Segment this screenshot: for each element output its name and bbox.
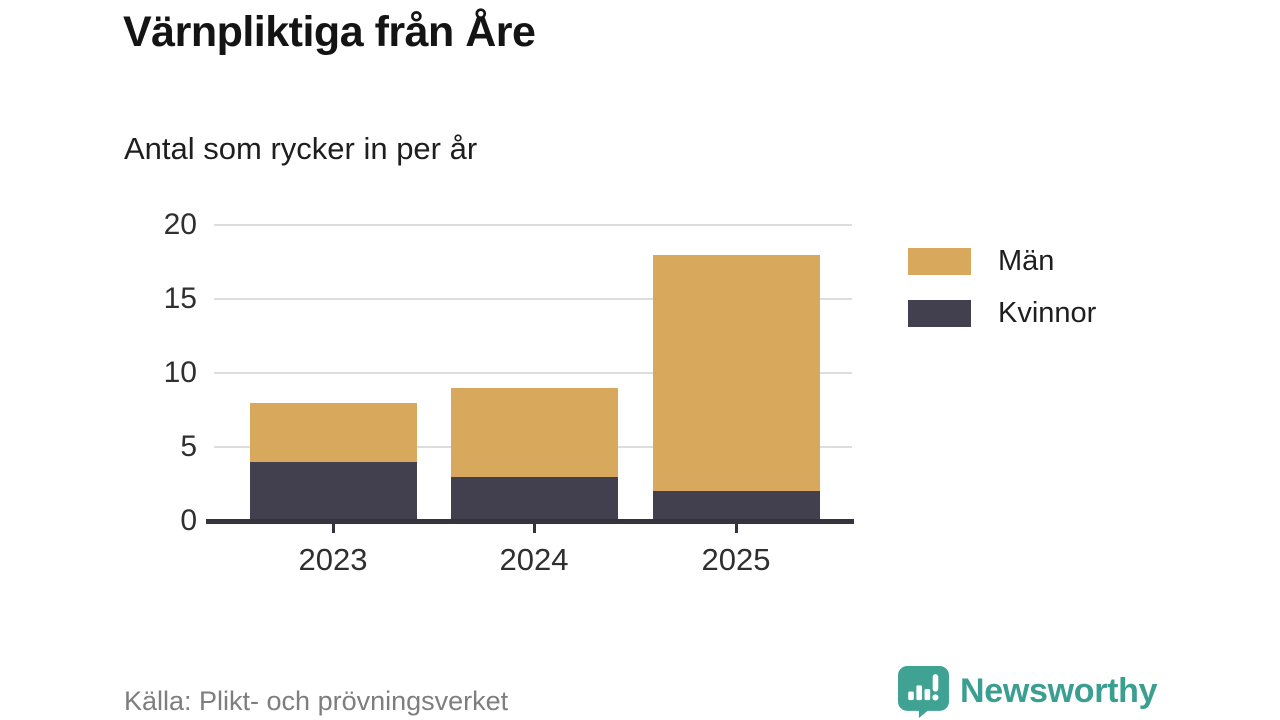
x-axis-tick — [734, 524, 738, 533]
legend-swatch-kvinnor — [908, 300, 971, 327]
x-axis-tick — [532, 524, 536, 533]
y-axis-tick-label: 15 — [163, 282, 197, 315]
newsworthy-brand: Newsworthy — [897, 665, 1158, 718]
x-axis-label: 2023 — [298, 542, 368, 577]
bar-segment-män-2025 — [652, 254, 820, 492]
chart-legend: Män Kvinnor — [908, 245, 1096, 349]
newsworthy-logo-icon — [898, 666, 949, 718]
legend-label-kvinnor: Kvinnor — [998, 297, 1097, 329]
gridline — [214, 298, 852, 300]
gridline — [214, 224, 852, 226]
y-axis-tick-label: 0 — [180, 504, 197, 537]
bar-segment-kvinnor-2023 — [249, 461, 417, 521]
bar-segment-män-2023 — [249, 402, 417, 462]
bar-segment-män-2024 — [450, 387, 618, 477]
bar-segment-kvinnor-2024 — [450, 476, 618, 521]
source-note: Källa: Plikt- och prövningsverket — [124, 686, 509, 716]
y-axis-tick-label: 10 — [163, 356, 197, 389]
legend-swatch-man — [908, 248, 971, 275]
legend-label-man: Män — [998, 245, 1055, 277]
chart-subtitle: Antal som rycker in per år — [124, 131, 478, 166]
gridline — [214, 372, 852, 374]
legend-item-man: Män — [908, 245, 1096, 278]
newsworthy-wordmark: Newsworthy — [960, 672, 1158, 710]
x-axis-label: 2024 — [499, 542, 569, 577]
x-axis-tick — [331, 524, 335, 533]
x-axis-line — [206, 519, 854, 524]
legend-item-kvinnor: Kvinnor — [908, 297, 1096, 330]
x-axis-label: 2025 — [701, 542, 771, 577]
chart-title: Värnpliktiga från Åre — [123, 8, 536, 56]
bar-segment-kvinnor-2025 — [652, 491, 820, 521]
y-axis-tick-label: 5 — [180, 430, 197, 463]
y-axis-tick-label: 20 — [163, 208, 197, 241]
